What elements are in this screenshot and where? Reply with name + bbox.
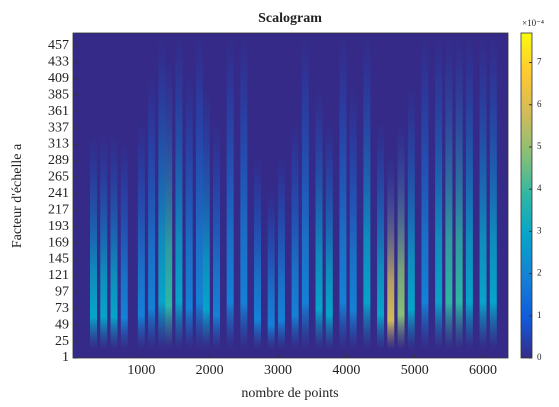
scalogram-streak: [202, 85, 210, 350]
colorbar-tick-label: 1: [537, 310, 542, 320]
colorbar-tick-label: 6: [537, 99, 542, 109]
colorbar-tick-label: 7: [537, 57, 542, 67]
scalogram-streak: [195, 33, 203, 350]
heatmap: [90, 33, 497, 350]
y-tick-label: 241: [48, 186, 69, 201]
scalogram-streak: [301, 33, 309, 350]
scalogram-streak: [421, 33, 429, 350]
scalogram-streak: [479, 33, 487, 350]
scalogram-streak: [435, 33, 443, 350]
y-axis-label: Facteur d'échelle a: [10, 143, 25, 248]
scalogram-streak: [315, 85, 323, 350]
y-tick-label: 409: [48, 71, 69, 86]
scalogram-streak: [100, 132, 108, 350]
scalogram-streak: [387, 153, 395, 350]
x-tick-label: 3000: [264, 363, 292, 378]
scalogram-streak: [90, 132, 98, 350]
y-tick-label: 121: [48, 268, 69, 283]
scalogram-streak: [277, 153, 285, 350]
y-tick-label: 361: [48, 104, 69, 119]
scalogram-streak: [165, 57, 173, 350]
colorbar-tick-label: 5: [537, 141, 542, 151]
scalogram-streak: [363, 33, 371, 350]
x-tick-label: 5000: [401, 363, 429, 378]
scalogram-streak: [339, 33, 347, 350]
scalogram-streak: [148, 71, 156, 350]
colorbar-tick-label: 3: [537, 225, 542, 235]
y-tick-label: 145: [48, 252, 69, 267]
y-tick-label: 217: [48, 202, 69, 217]
plot-frame: [72, 32, 509, 359]
chart-title: Scalogram: [258, 11, 322, 26]
scalogram-streak: [120, 139, 128, 350]
colorbar-tick-label: 2: [537, 268, 542, 278]
scalogram-streak: [465, 33, 473, 350]
y-tick-label: 289: [48, 153, 69, 168]
x-tick-label: 6000: [469, 363, 497, 378]
scalogram-streak: [185, 71, 193, 350]
y-tick-label: 313: [48, 137, 69, 152]
scalogram-streak: [445, 33, 453, 350]
colorbar: [520, 32, 533, 359]
y-tick-label: 385: [48, 87, 69, 102]
scalogram-streak: [110, 132, 118, 350]
y-tick-label: 193: [48, 219, 69, 234]
scalogram-streak: [213, 119, 221, 350]
y-tick-label: 433: [48, 55, 69, 70]
colorbar-tick-label: 0: [537, 352, 542, 362]
colorbar-tick-label: 4: [537, 183, 542, 193]
x-axis-label: nombre de points: [241, 386, 338, 401]
scalogram-streak: [325, 119, 333, 350]
x-tick-label: 4000: [332, 363, 360, 378]
x-tick-label: 2000: [196, 363, 224, 378]
y-tick-label: 25: [55, 334, 69, 349]
scalogram-streak: [455, 33, 463, 350]
scalogram-streak: [291, 119, 299, 350]
scalogram-streak: [226, 33, 234, 350]
y-tick-label: 169: [48, 235, 69, 250]
y-tick-label: 265: [48, 170, 69, 185]
scalogram-streak: [377, 119, 385, 350]
scalogram-streak: [407, 85, 415, 350]
y-tick-label: 1: [62, 350, 69, 365]
scalogram-streak: [137, 119, 145, 350]
scalogram-streak: [397, 119, 405, 350]
colorbar-exponent: ×10⁻⁴: [522, 18, 544, 28]
scalogram-streak: [489, 33, 497, 350]
scalogram-streak: [175, 33, 183, 350]
scalogram-streak: [240, 33, 248, 350]
scalogram-streak: [267, 187, 275, 350]
scalogram-streak: [158, 33, 166, 350]
y-tick-label: 97: [55, 285, 69, 300]
y-tick-label: 337: [48, 120, 69, 135]
scalogram-streak: [254, 153, 262, 350]
y-tick-label: 49: [55, 317, 69, 332]
y-tick-label: 457: [48, 38, 69, 53]
y-tick-label: 73: [55, 301, 69, 316]
scalogram-streak: [349, 85, 357, 350]
x-tick-label: 1000: [127, 363, 155, 378]
